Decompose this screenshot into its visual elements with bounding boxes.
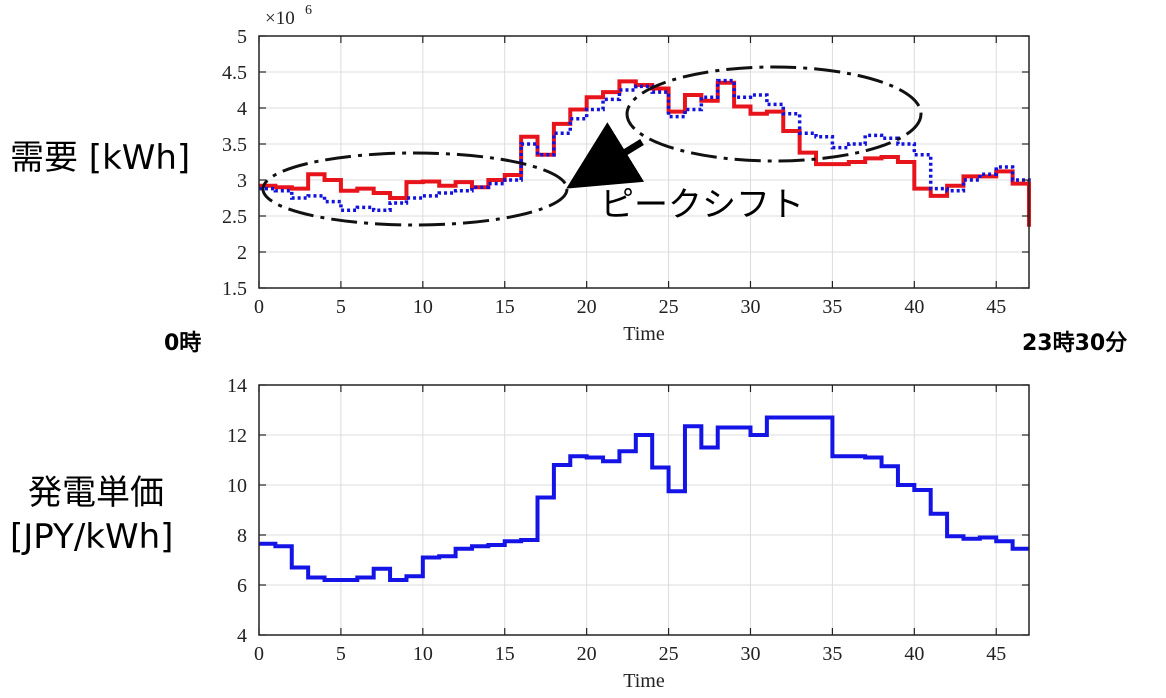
x-tick-label: 35 bbox=[822, 643, 842, 665]
y-tick-label: 8 bbox=[237, 525, 247, 547]
x-tick-label: 0 bbox=[254, 296, 264, 318]
demand-axis-label: 需要 [kWh] bbox=[10, 138, 191, 178]
x-tick-label: 20 bbox=[577, 296, 597, 318]
x-tick-label: 15 bbox=[495, 643, 515, 665]
x-axis-label: Time bbox=[623, 323, 665, 345]
demand-chart: 0 5 10 15 20 25 30 35 40 45 1.5 2 2.5 3 3.5 4 4.5 5 Time ×1… bbox=[222, 3, 1031, 345]
x-tick-label: 30 bbox=[740, 296, 760, 318]
x-tick-label: 15 bbox=[495, 296, 515, 318]
x-tick-label: 25 bbox=[659, 643, 679, 665]
peak-shift-overlay bbox=[261, 65, 923, 227]
x-tick-label: 45 bbox=[986, 643, 1006, 665]
price-chart: 0 5 10 15 20 25 30 35 40 45 4 6 8 10 12 14 Time bbox=[227, 375, 1030, 692]
x-tick-label: 40 bbox=[904, 296, 924, 318]
y-multiplier-label: ×10 bbox=[265, 8, 295, 29]
low-demand-ellipse bbox=[261, 151, 569, 227]
x-tick-label: 25 bbox=[659, 296, 679, 318]
end-time-label: 23時30分 bbox=[1022, 331, 1128, 356]
y-tick-label: 2.5 bbox=[222, 206, 247, 228]
y-tick-label: 4.5 bbox=[222, 62, 247, 84]
x-axis-label: Time bbox=[623, 670, 665, 692]
y-tick-label: 1.5 bbox=[222, 278, 247, 300]
price-axis-label-line2: [JPY/kWh] bbox=[10, 517, 174, 557]
price-axis-label-line1: 発電単価 bbox=[28, 473, 164, 513]
y-tick-label: 4 bbox=[237, 625, 247, 647]
y-tick-label: 12 bbox=[227, 425, 247, 447]
peak-shift-arrow bbox=[566, 122, 645, 189]
y-multiplier-exponent: 6 bbox=[305, 3, 312, 18]
series-line-solid bbox=[259, 415, 1029, 582]
start-time-label: 0時 bbox=[164, 331, 202, 356]
plot-frame bbox=[258, 384, 1030, 636]
x-tick-label: 10 bbox=[413, 643, 433, 665]
x-tick-label: 5 bbox=[336, 296, 346, 318]
y-tick-label: 2 bbox=[237, 242, 247, 264]
y-tick-label: 4 bbox=[237, 98, 247, 120]
x-tick-label: 30 bbox=[740, 643, 760, 665]
x-tick-label: 40 bbox=[904, 643, 924, 665]
peak-demand-ellipse bbox=[625, 65, 923, 163]
y-tick-label: 5 bbox=[237, 26, 247, 48]
x-tick-label: 35 bbox=[822, 296, 842, 318]
x-tick-label: 0 bbox=[254, 643, 264, 665]
x-tick-label: 5 bbox=[336, 643, 346, 665]
plot-frame bbox=[258, 35, 1030, 289]
y-tick-label: 10 bbox=[227, 475, 247, 497]
x-tick-label: 45 bbox=[986, 296, 1006, 318]
x-tick-label: 20 bbox=[577, 643, 597, 665]
peak-shift-annotation: ピークシフト bbox=[600, 185, 804, 225]
y-tick-label: 6 bbox=[237, 575, 247, 597]
x-tick-label: 10 bbox=[413, 296, 433, 318]
y-tick-label: 3.5 bbox=[222, 134, 247, 156]
y-tick-label: 3 bbox=[237, 170, 247, 192]
y-tick-label: 14 bbox=[227, 375, 247, 397]
